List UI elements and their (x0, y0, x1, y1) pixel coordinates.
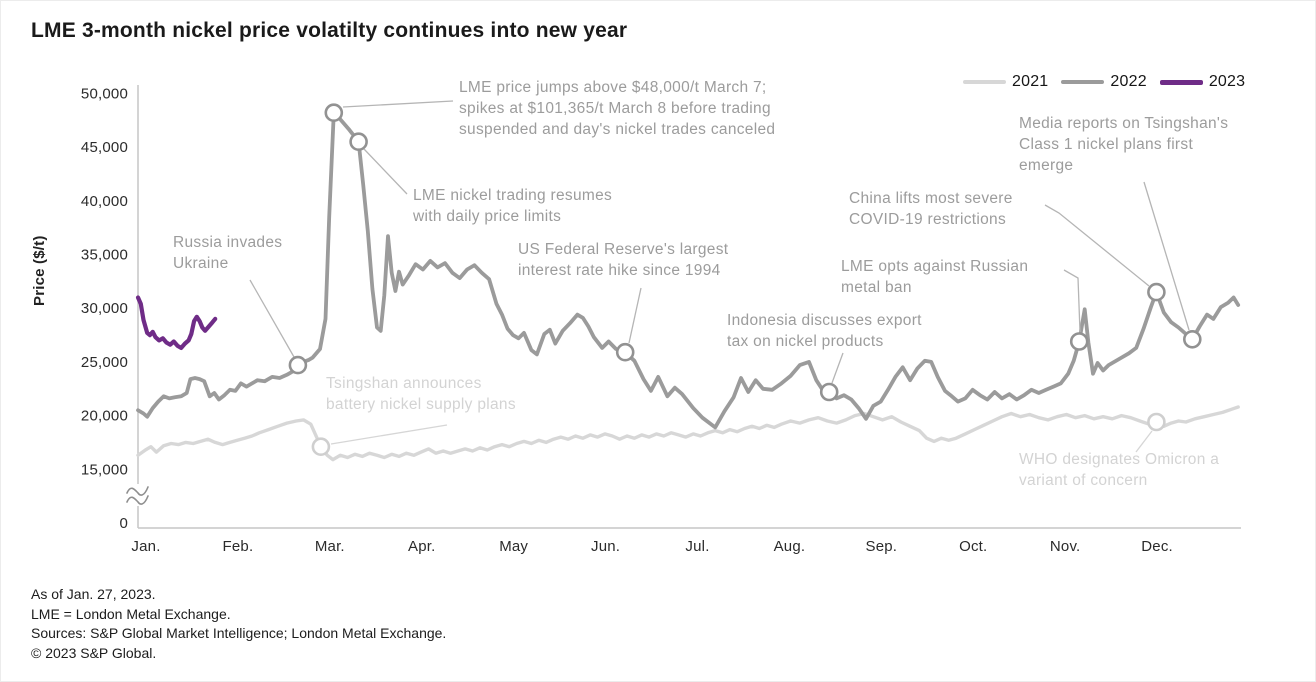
legend-swatch-2023 (1159, 79, 1203, 85)
leader-line-indonesia-export-tax (831, 352, 844, 384)
x-tick-label: Dec. (1141, 538, 1173, 555)
leader-line-us-fed-rate-hike (628, 287, 642, 344)
y-tick-label: 40,000 (81, 193, 128, 210)
x-tick-label: Apr. (408, 538, 435, 555)
leader-line-lme-trading-resumes (363, 148, 408, 195)
footnote-copyright: © 2023 S&P Global. (31, 644, 157, 661)
x-tick-label: Oct. (959, 538, 987, 555)
legend-label-2023: 2023 (1208, 73, 1246, 90)
leader-line-lme-price-jump (342, 100, 454, 108)
x-tick-label: Nov. (1050, 538, 1081, 555)
series-line-2023 (135, 295, 218, 350)
x-tick-label: Sep. (865, 538, 897, 555)
y-tick-label: 45,000 (81, 139, 128, 156)
x-tick-label: Jan. (131, 538, 160, 555)
series-line-2021 (136, 405, 1240, 462)
event-marker-tsingshan-media-reports (1183, 329, 1202, 349)
leader-line-lme-russian-metal-ban (1063, 269, 1081, 333)
chart-title: LME 3-month nickel price volatilty conti… (31, 19, 628, 42)
x-tick-label: Aug. (774, 538, 806, 555)
x-tick-label: Mar. (315, 538, 345, 555)
y-tick-label: 0 (119, 515, 128, 532)
legend-item-2023: 2023 (1159, 73, 1246, 91)
event-marker-us-fed-rate-hike (615, 342, 635, 362)
event-marker-tsingshan-battery-plans (311, 437, 331, 457)
event-marker-russia-invades-ukraine (288, 355, 308, 375)
y-tick-label: 15,000 (81, 461, 128, 478)
x-tick-label: Jun. (591, 538, 620, 555)
x-tick-label: Feb. (223, 538, 254, 555)
y-tick-label: 50,000 (81, 85, 128, 102)
legend-item-2022: 2022 (1061, 73, 1147, 91)
legend-item-2021: 2021 (963, 73, 1048, 91)
axis-break-icon (126, 495, 149, 505)
axis-break-mask (127, 484, 149, 506)
event-marker-lme-russian-metal-ban (1069, 332, 1089, 351)
event-marker-indonesia-export-tax (819, 382, 839, 402)
y-tick-label: 35,000 (81, 247, 128, 264)
x-tick-label: Jul. (685, 538, 709, 555)
y-tick-label: 20,000 (81, 408, 128, 425)
footnotes: As of Jan. 27, 2023. LME = London Metal … (31, 585, 446, 663)
event-marker-who-omicron (1147, 412, 1166, 432)
leader-line-tsingshan-battery-plans (330, 424, 448, 445)
footnote-sources: Sources: S&P Global Market Intelligence;… (31, 625, 447, 641)
event-marker-lme-price-jump (324, 103, 344, 122)
x-tick-label: May (499, 538, 528, 555)
leader-line-who-omicron (1135, 430, 1153, 453)
legend-swatch-2022 (1061, 80, 1105, 84)
y-tick-label: 30,000 (81, 300, 128, 317)
footnote-as-of: As of Jan. 27, 2023. (31, 586, 156, 602)
legend-label-2021: 2021 (1012, 73, 1049, 90)
leader-line-china-covid-restrictions (1044, 204, 1150, 287)
legend-label-2022: 2022 (1110, 73, 1147, 90)
legend: 2021 2022 2023 (963, 73, 1245, 91)
event-marker-china-covid-restrictions (1147, 282, 1166, 302)
series-line-2022 (136, 110, 1241, 430)
legend-swatch-2021 (963, 80, 1006, 84)
y-tick-label: 25,000 (81, 354, 128, 371)
event-marker-lme-trading-resumes (349, 132, 368, 151)
leader-line-russia-invades-ukraine (249, 279, 295, 358)
footnote-lme: LME = London Metal Exchange. (31, 605, 231, 622)
leader-line-tsingshan-media-reports (1143, 181, 1190, 331)
axis-break-icon (126, 486, 149, 496)
